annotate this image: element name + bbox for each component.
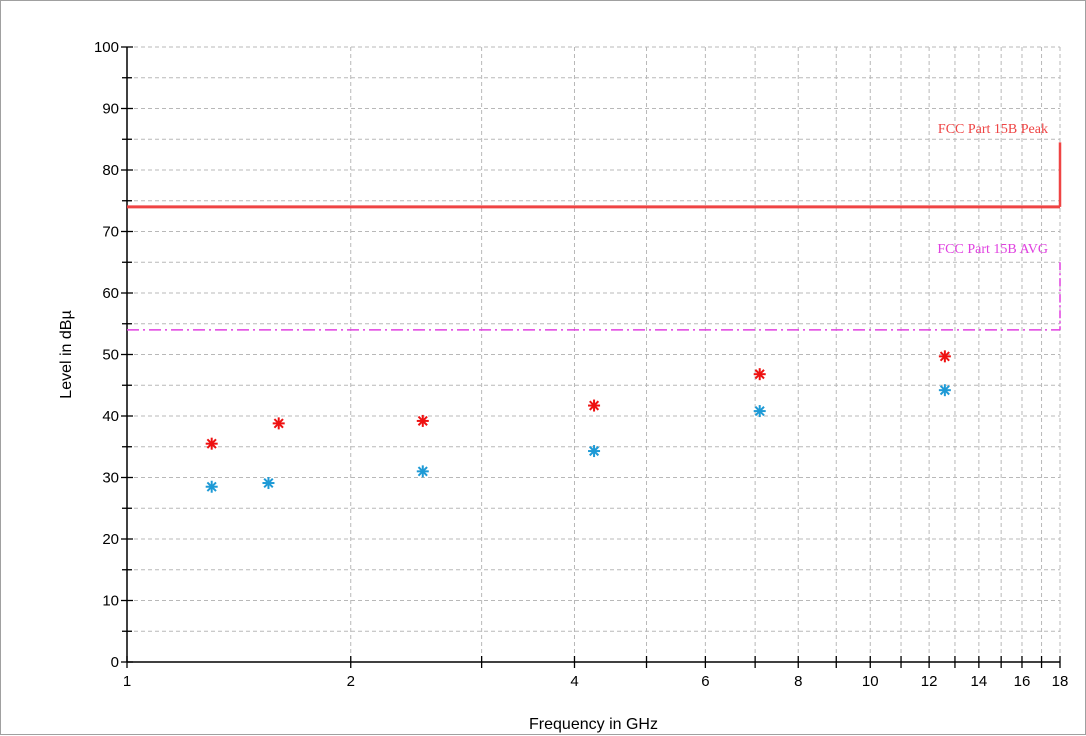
x-tick-label: 2 <box>347 673 355 690</box>
data-point <box>753 368 766 381</box>
y-tick-label: 20 <box>102 531 119 548</box>
marker-stroke <box>273 418 284 429</box>
data-point <box>938 350 951 363</box>
marker-stroke <box>939 351 950 362</box>
marker-stroke <box>939 385 950 396</box>
data-point <box>272 417 285 430</box>
data-point <box>588 445 601 458</box>
x-tick-label: 14 <box>971 673 988 690</box>
marker-stroke <box>206 438 217 449</box>
x-tick-label: 8 <box>794 673 802 690</box>
y-tick-label: 10 <box>102 593 119 610</box>
data-point <box>262 477 275 490</box>
data-point <box>588 399 601 412</box>
y-tick-label: 30 <box>102 470 119 487</box>
y-tick-label: 100 <box>94 39 119 56</box>
y-tick-label: 50 <box>102 347 119 364</box>
axes <box>121 46 1061 668</box>
data-point <box>938 384 951 397</box>
y-tick-label: 70 <box>102 224 119 241</box>
x-tick-label: 10 <box>862 673 879 690</box>
data-point <box>205 437 218 450</box>
data-point <box>753 405 766 418</box>
limit-label-avg: FCC Part 15B AVG <box>937 242 1048 257</box>
y-axis-title: Level in dBµ <box>58 310 75 398</box>
marker-stroke <box>754 369 765 380</box>
y-tick-label: 60 <box>102 285 119 302</box>
marker-stroke <box>589 446 600 457</box>
x-tick-label: 4 <box>570 673 578 690</box>
y-tick-label: 90 <box>102 101 119 118</box>
y-tick-label: 0 <box>111 654 119 671</box>
x-tick-label: 16 <box>1014 673 1031 690</box>
marker-stroke <box>263 478 274 489</box>
grid <box>127 46 1061 662</box>
limit-lines: FCC Part 15B Peak FCC Part 15B AVG <box>127 122 1062 331</box>
marker-stroke <box>589 400 600 411</box>
marker-stroke <box>417 466 428 477</box>
x-axis-title: Frequency in GHz <box>529 716 658 733</box>
x-tick-label: 1 <box>123 673 131 690</box>
y-tick-label: 40 <box>102 408 119 425</box>
data-points <box>205 350 951 493</box>
y-tick-label: 80 <box>102 162 119 179</box>
data-point <box>416 465 429 478</box>
limit-label-peak: FCC Part 15B Peak <box>938 122 1048 137</box>
x-tick-label: 18 <box>1052 673 1069 690</box>
marker-stroke <box>754 406 765 417</box>
marker-stroke <box>417 415 428 426</box>
marker-stroke <box>206 481 217 492</box>
x-tick-label: 12 <box>921 673 938 690</box>
x-tick-label: 6 <box>701 673 709 690</box>
data-point <box>205 480 218 493</box>
data-point <box>416 414 429 427</box>
